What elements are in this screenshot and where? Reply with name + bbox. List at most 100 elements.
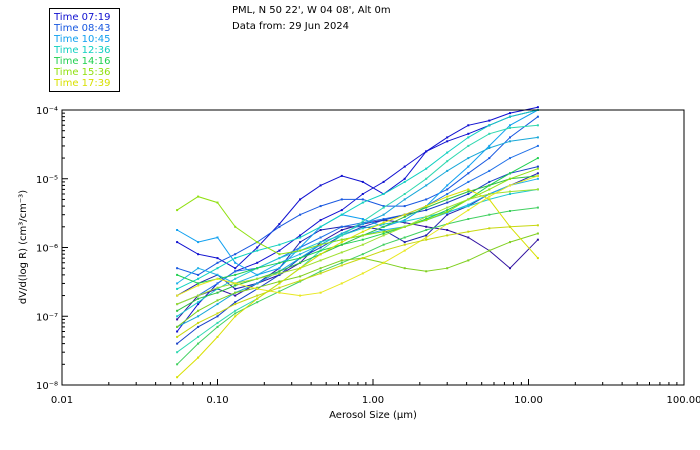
data-point [403, 241, 406, 244]
data-point [425, 198, 428, 201]
data-point [197, 241, 200, 244]
data-point [278, 273, 281, 276]
data-point [256, 249, 259, 252]
data-point [299, 253, 302, 256]
data-point [340, 238, 343, 241]
data-point [256, 287, 259, 290]
data-point [340, 241, 343, 244]
series-1045 [176, 136, 539, 328]
series-0843 [176, 165, 539, 345]
data-point [425, 209, 428, 212]
data-point [382, 261, 385, 264]
data-point [509, 193, 511, 195]
series-1739 [176, 174, 539, 297]
data-point [446, 267, 449, 270]
data-point [319, 291, 322, 294]
series-line [176, 166, 539, 344]
date-header: Data from: 29 Jun 2024 [232, 21, 350, 32]
series-line [176, 124, 538, 353]
data-point [216, 257, 219, 260]
data-point [176, 335, 179, 338]
data-point [216, 273, 219, 276]
data-point [425, 215, 428, 218]
location-header: PML, N 50 22', W 04 08', Alt 0m [232, 5, 391, 16]
data-point [403, 243, 406, 246]
data-point [536, 136, 539, 139]
data-point [340, 198, 343, 201]
data-point [446, 209, 449, 212]
data-point [382, 180, 385, 183]
data-point [446, 151, 449, 154]
data-point [467, 230, 470, 233]
data-point [216, 201, 219, 204]
data-point [403, 198, 406, 201]
data-point [197, 309, 200, 312]
data-point [403, 177, 406, 180]
legend-item: Time 12:36 [54, 45, 111, 56]
data-point [488, 169, 491, 172]
series-layer [176, 106, 539, 379]
data-point [234, 315, 237, 318]
data-point [382, 219, 385, 222]
plot-frame [61, 109, 685, 386]
series-line [176, 224, 538, 338]
data-point [234, 303, 237, 306]
data-point [176, 376, 179, 379]
data-point [488, 157, 491, 160]
data-point [488, 213, 491, 216]
data-point [176, 363, 179, 366]
data-point [425, 167, 428, 170]
data-point [197, 294, 200, 297]
series-line [176, 116, 539, 276]
data-point [234, 257, 237, 260]
data-point [278, 257, 281, 260]
data-point [299, 257, 302, 260]
data-point [299, 249, 302, 252]
data-point [299, 294, 302, 297]
data-point [299, 198, 302, 201]
data-point [216, 299, 219, 302]
data-point [176, 273, 179, 276]
data-point [403, 249, 406, 252]
data-point [234, 270, 237, 273]
data-point [488, 184, 491, 187]
data-point [319, 219, 322, 222]
data-point [536, 106, 539, 109]
data-point [197, 277, 200, 280]
data-point [176, 309, 179, 312]
data-point [299, 267, 302, 270]
data-point [216, 236, 219, 239]
data-point [467, 165, 470, 168]
series-line [176, 157, 539, 284]
series-line [176, 136, 538, 328]
series-line [176, 109, 539, 276]
data-point [536, 144, 539, 147]
x-tick-label: 10.00 [514, 395, 543, 406]
data-point [176, 330, 179, 333]
data-point [278, 261, 281, 264]
data-point [256, 301, 259, 304]
data-point [403, 220, 406, 223]
data-point [299, 261, 302, 264]
data-point [488, 198, 491, 201]
data-point [319, 184, 322, 187]
data-point [446, 184, 449, 187]
data-point [234, 287, 237, 290]
data-point [319, 205, 322, 208]
data-point [403, 215, 406, 218]
data-point [234, 294, 237, 297]
series-line [176, 188, 538, 317]
y-axis-label: dV/d(log R) (cm³/cm⁻³) [18, 190, 29, 304]
series-1739 [176, 224, 539, 338]
data-point [382, 225, 385, 228]
data-point [216, 282, 219, 285]
data-point [425, 229, 428, 231]
data-point [234, 261, 237, 264]
data-point [216, 267, 219, 270]
data-point [488, 193, 491, 195]
y-axis: 10⁻⁸ 10⁻⁷ 10⁻⁶ 10⁻⁵ 10⁻⁴ [36, 106, 68, 392]
data-point [425, 270, 428, 273]
series-line [176, 145, 539, 305]
data-point [278, 243, 281, 246]
data-point [488, 195, 491, 198]
